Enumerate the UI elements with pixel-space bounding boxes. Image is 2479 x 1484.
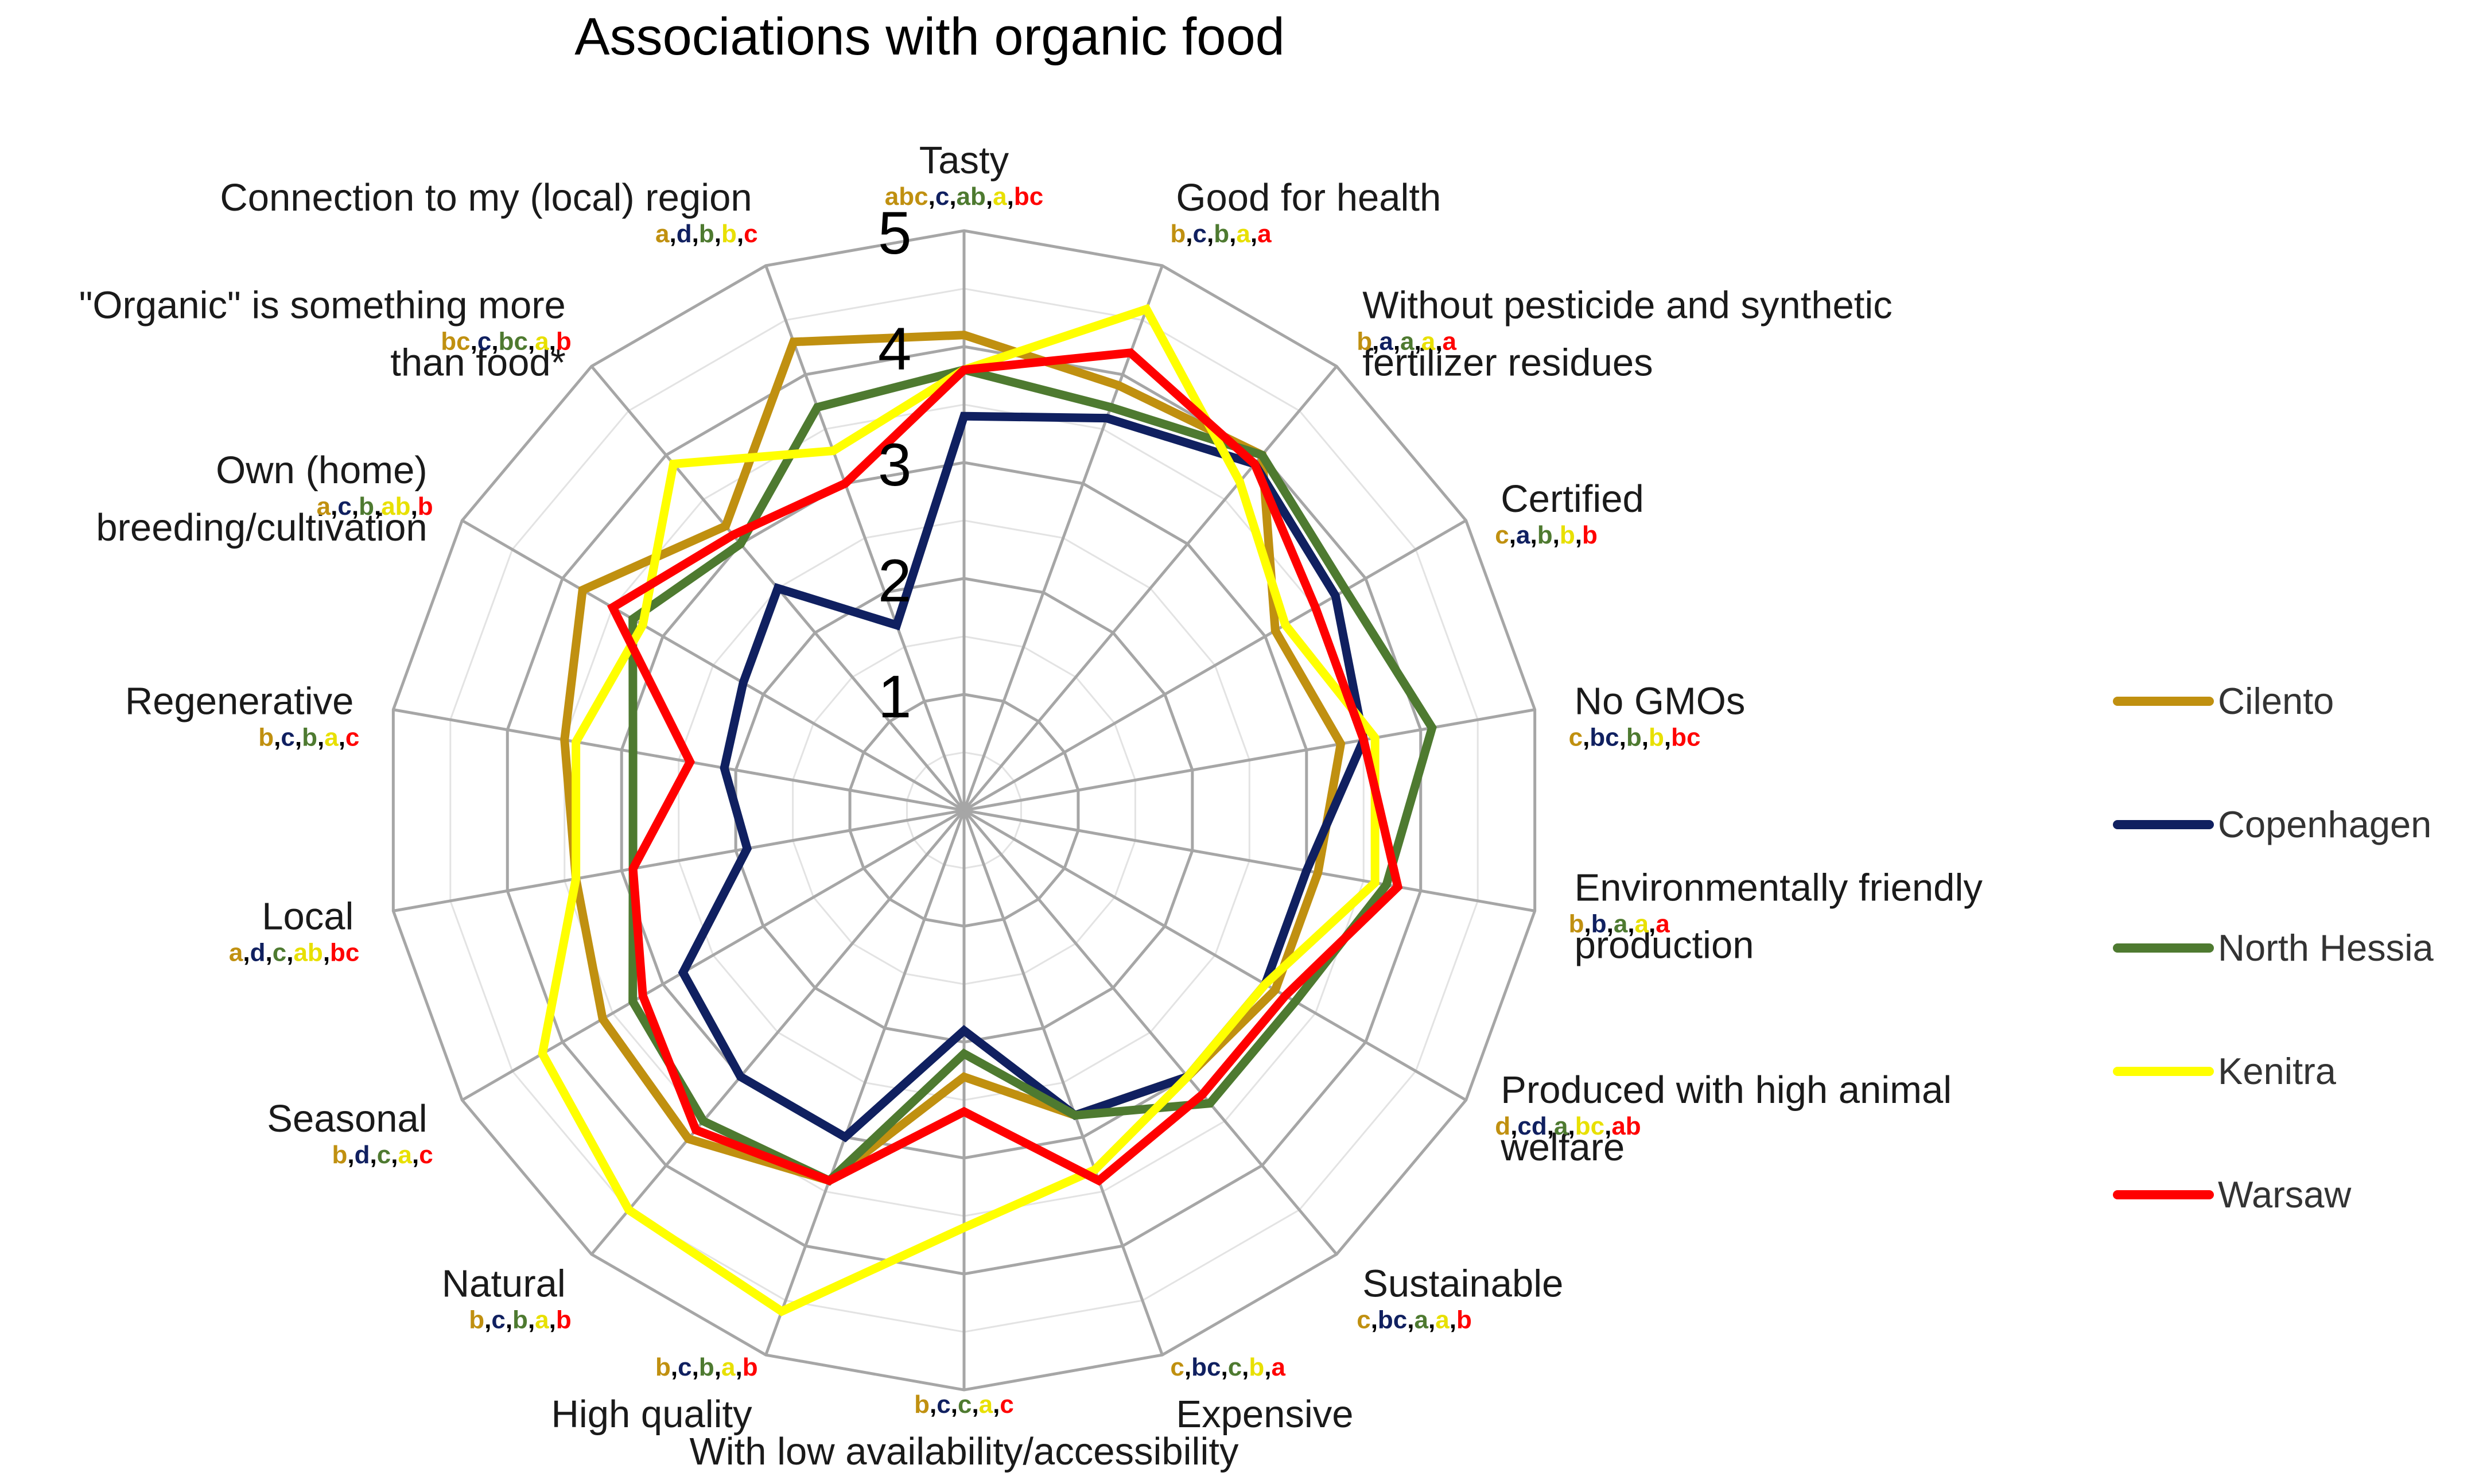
significance-letters: c,bc,c,b,a xyxy=(1170,1353,1285,1381)
category-label: production xyxy=(1575,924,1754,967)
category-label-group: Environmentally friendly productionb,b,a,… xyxy=(1569,867,1983,967)
tick-label: 1 xyxy=(878,663,911,731)
grid-spoke xyxy=(963,809,1338,1256)
grid-spoke xyxy=(393,708,965,812)
category-label: "Organic" is something more xyxy=(79,284,566,327)
radar-series xyxy=(538,304,1437,1316)
grid-spoke xyxy=(963,519,1467,812)
chart-title: Associations with organic food xyxy=(574,7,1285,66)
series-kenitra-line xyxy=(538,304,1380,1316)
category-label: Environmentally friendly xyxy=(1575,867,1983,910)
category-label: Good for health xyxy=(1176,176,1441,219)
category-label-group: Without pesticide and synthetic fertilize… xyxy=(1357,284,1893,384)
significance-letters: c,bc,b,b,bc xyxy=(1569,723,1701,751)
tick-label: 2 xyxy=(878,547,911,615)
category-label: High quality xyxy=(551,1393,753,1436)
category-label: Sustainable xyxy=(1362,1262,1563,1305)
category-label: Seasonal xyxy=(267,1097,427,1140)
significance-letters: c,a,b,b,b xyxy=(1495,521,1598,549)
category-label-group: High quality b,c,b,a,b xyxy=(551,1353,758,1436)
grid-spoke xyxy=(461,519,965,812)
category-label-group: Produced with high animal welfared,cd,a,b… xyxy=(1495,1069,1952,1169)
category-label-group: With low availability/accessibility b,c,c… xyxy=(690,1390,1239,1473)
legend-label: Warsaw xyxy=(2218,1174,2352,1215)
tick-label: 5 xyxy=(878,200,911,267)
significance-letters: a,d,c,ab,bc xyxy=(229,939,360,967)
category-label: Regenerative xyxy=(125,679,354,722)
series-warsaw-line xyxy=(607,348,1403,1186)
category-label: With low availability/accessibility xyxy=(690,1430,1239,1473)
significance-letters: abc,c,ab,a,bc xyxy=(885,182,1043,211)
significance-letters: b,c,b,a,b xyxy=(655,1353,758,1381)
grid-spoke xyxy=(963,809,1536,912)
significance-letters: b,c,b,a,b xyxy=(469,1306,572,1334)
category-label: Produced with high animal xyxy=(1501,1069,1952,1112)
significance-letters: b,c,b,a,c xyxy=(258,723,359,751)
grid-spoke xyxy=(393,809,965,912)
significance-letters: a,d,b,b,c xyxy=(655,220,758,248)
grid-spoke xyxy=(962,810,1164,1355)
grid-spoke xyxy=(963,365,1338,811)
grid-spoke xyxy=(963,809,1467,1102)
category-label: fertilizer residues xyxy=(1362,341,1653,384)
category-label-group: "Organic" is something more than food*bc,… xyxy=(79,284,572,384)
grid-spoke xyxy=(764,265,966,811)
radial-tick-labels: 1 2 3 4 5 xyxy=(878,200,911,731)
legend-label: Cilento xyxy=(2218,680,2334,722)
legend-label: Copenhagen xyxy=(2218,803,2431,845)
category-label-group: Expensive c,bc,c,b,a xyxy=(1170,1353,1353,1436)
legend-label: North Hessia xyxy=(2218,927,2434,969)
category-label: Connection to my (local) region xyxy=(220,176,752,219)
category-label: welfare xyxy=(1500,1126,1625,1169)
significance-letters: b,b,a,a,a xyxy=(1569,910,1670,938)
significance-letters: b,d,c,a,c xyxy=(332,1141,433,1169)
category-label: No GMOs xyxy=(1575,679,1746,722)
category-label: Certified xyxy=(1501,477,1643,520)
grid-spoke xyxy=(963,708,1536,812)
category-label: Natural xyxy=(442,1262,566,1305)
category-label: Local xyxy=(262,895,353,938)
significance-letters: b,c,b,a,a xyxy=(1170,220,1272,248)
significance-letters: d,cd,a,bc,ab xyxy=(1495,1112,1641,1140)
category-label: breeding/cultivation xyxy=(96,506,427,549)
significance-letters: c,bc,a,a,b xyxy=(1357,1306,1472,1334)
series-north-hessia-line xyxy=(628,365,1437,1186)
tick-label: 4 xyxy=(878,316,911,383)
significance-letters: b,a,a,a,a xyxy=(1357,328,1456,356)
series-cilento-line xyxy=(560,331,1346,1186)
legend-label: Kenitra xyxy=(2218,1050,2337,1092)
radar-grid xyxy=(391,229,1537,1392)
significance-letters: bc,c,bc,a,b xyxy=(441,328,572,356)
significance-letters: b,c,c,a,c xyxy=(914,1390,1014,1419)
category-label: Tasty xyxy=(919,139,1009,182)
significance-letters: a,c,b,ab,b xyxy=(317,492,433,520)
category-label: than food* xyxy=(390,341,566,384)
tick-label: 3 xyxy=(878,432,911,499)
series-copenhagen-line xyxy=(678,411,1369,1143)
legend: Cilento Copenhagen North Hessia Kenitra Wars… xyxy=(2113,680,2434,1215)
category-label: Own (home) xyxy=(216,449,428,492)
category-label: Without pesticide and synthetic xyxy=(1362,284,1893,327)
grid-spoke xyxy=(764,810,966,1355)
grid-spoke xyxy=(590,809,965,1256)
category-label: Expensive xyxy=(1176,1393,1353,1436)
